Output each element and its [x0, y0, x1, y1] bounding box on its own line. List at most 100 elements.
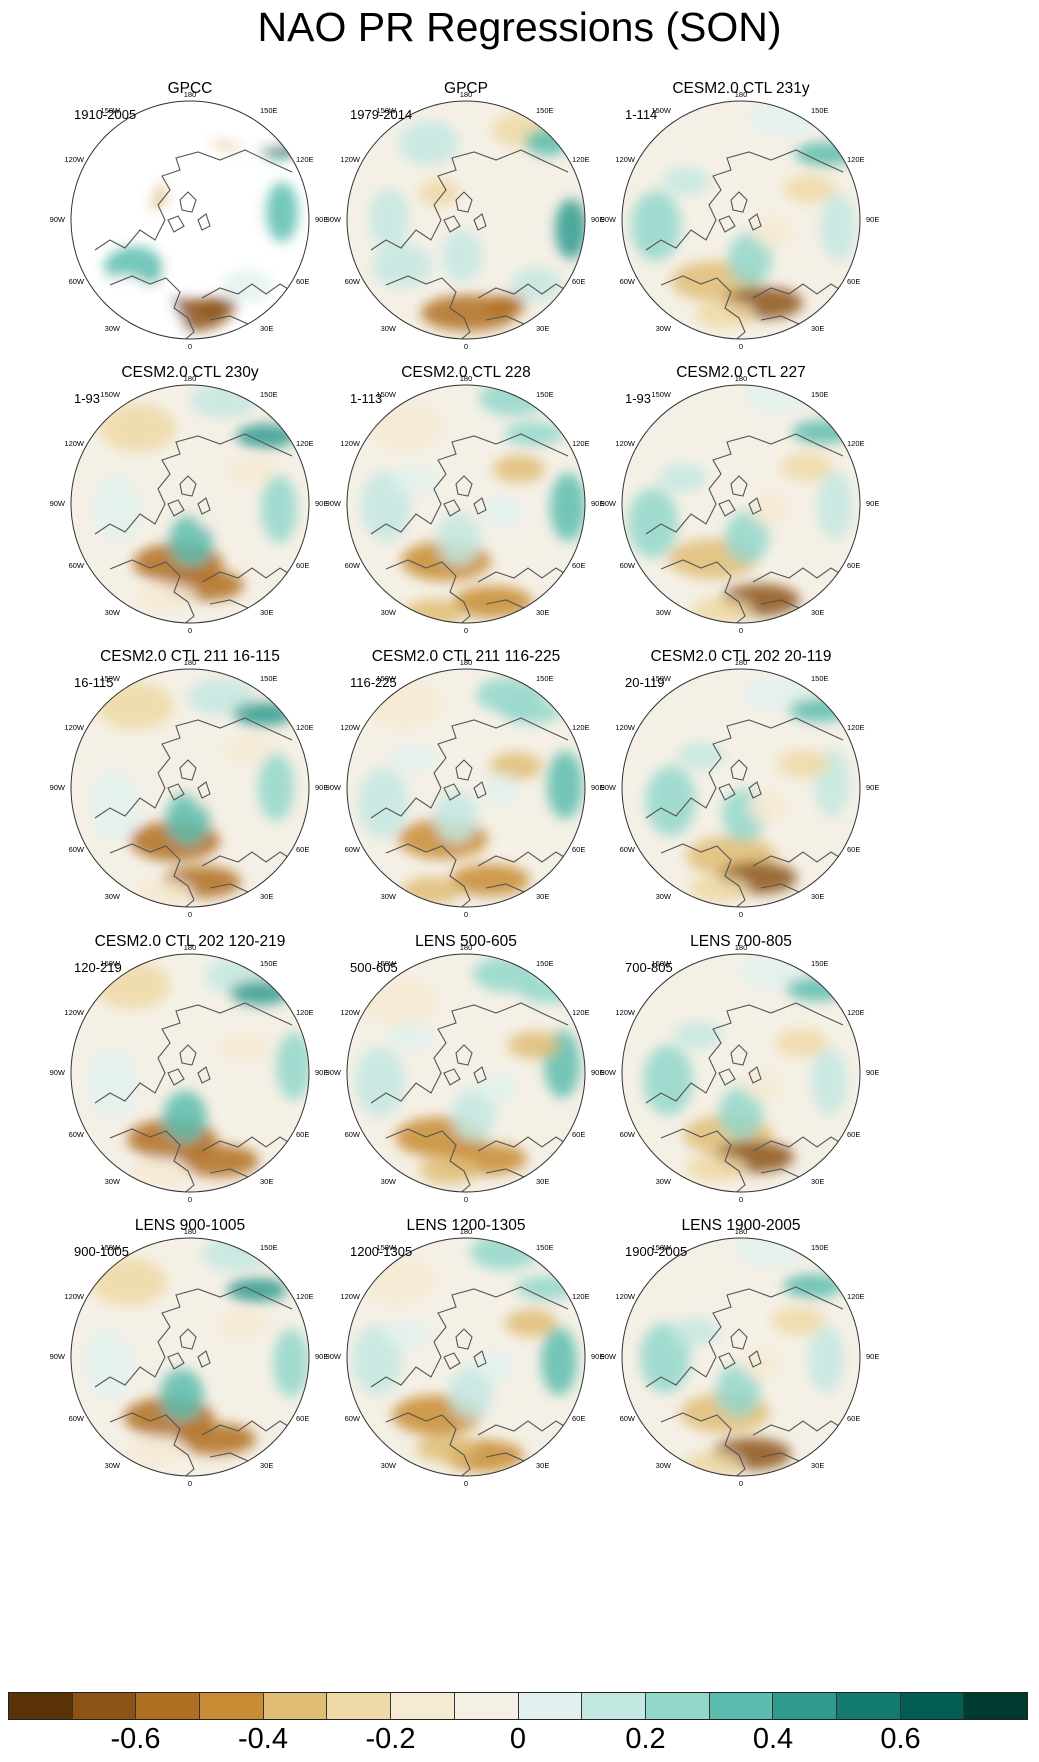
anomaly-blob: [659, 464, 707, 492]
longitude-label: 30W: [655, 1461, 671, 1470]
coastline: [455, 1044, 473, 1066]
longitude-label: 60E: [572, 1414, 586, 1423]
coastline: [385, 1128, 471, 1192]
longitude-label: 180: [183, 1227, 197, 1236]
figure-title: NAO PR Regressions (SON): [257, 4, 782, 50]
longitude-label: 150E: [811, 959, 829, 968]
anomaly-blob: [355, 1047, 405, 1117]
coastline: [443, 499, 461, 517]
coastline: [443, 1352, 461, 1370]
longitude-label: 0: [738, 910, 744, 919]
longitude-label: 90E: [591, 1068, 605, 1077]
longitude-label: 30W: [380, 1461, 396, 1470]
longitude-label: 120E: [572, 1292, 590, 1301]
colorbar-tick-label: -0.6: [110, 1723, 161, 1755]
longitude-label: 150W: [376, 674, 396, 683]
anomaly-blob: [121, 746, 169, 774]
colorbar-segment: [518, 1693, 583, 1719]
panel-period: 120-219: [74, 960, 122, 975]
anomaly-blob: [490, 752, 542, 780]
longitude-label: 60W: [619, 1130, 635, 1139]
longitude-label: 90W: [49, 1068, 65, 1077]
longitude-label: 60W: [68, 561, 84, 570]
map-panel: LENS 700-805 700-805 180 0 150W 150E 120W 120E 9…: [601, 933, 921, 1233]
longitude-label: 60W: [68, 845, 84, 854]
panel-title: CESM2.0 CTL 231y: [672, 80, 810, 97]
longitude-label: 30W: [104, 608, 120, 617]
coastline: [179, 1044, 197, 1066]
longitude-label: 120E: [572, 155, 590, 164]
longitude-label: 60E: [296, 1130, 310, 1139]
longitude-label: 150E: [260, 674, 278, 683]
anomaly-blob: [372, 244, 432, 288]
map-boundary: [70, 384, 310, 624]
longitude-label: 0: [463, 1195, 469, 1204]
anomaly-blob: [100, 404, 176, 452]
coastline: [477, 567, 573, 583]
anomaly-blob: [477, 1072, 517, 1104]
map-panel: CESM2.0 CTL 202 120-219 120-219 180 0 150W 15…: [50, 933, 370, 1233]
coastline: [660, 843, 746, 907]
longitude-label: 30E: [811, 608, 825, 617]
anomaly-blob: [419, 179, 459, 207]
anomaly-blob: [719, 1087, 763, 1139]
coastline: [179, 475, 197, 497]
longitude-label: 30E: [260, 324, 274, 333]
anomaly-blob: [674, 1021, 722, 1049]
longitude-label: 60W: [344, 845, 360, 854]
map-panel: LENS 900-1005 900-1005 180 0 150W 150E 120W 120…: [50, 1217, 370, 1517]
colorbar-segment: [645, 1693, 710, 1719]
longitude-label: 30E: [536, 1461, 550, 1470]
anomaly-blob: [677, 742, 725, 770]
colorbar-tick-label: -0.2: [365, 1723, 416, 1755]
longitude-label: 120W: [340, 155, 360, 164]
longitude-label: 120W: [340, 723, 360, 732]
longitude-label: 180: [183, 374, 197, 383]
polar-map: [621, 384, 861, 624]
anomaly-blob: [369, 188, 409, 248]
coastline: [718, 1068, 736, 1086]
longitude-label: 30E: [260, 892, 274, 901]
longitude-label: 30W: [380, 608, 396, 617]
longitude-label: 150W: [651, 959, 671, 968]
panel-period: 20-119: [625, 675, 665, 690]
colorbar-segment: [964, 1693, 1027, 1719]
coastline: [730, 759, 748, 781]
longitude-label: 120E: [847, 439, 865, 448]
longitude-label: 60E: [296, 277, 310, 286]
longitude-label: 90W: [49, 499, 65, 508]
coastline: [748, 1066, 762, 1084]
coastline: [167, 1068, 185, 1086]
longitude-label: 90E: [591, 499, 605, 508]
coastline: [201, 567, 297, 583]
panel-title: LENS 1200-1305: [406, 1217, 526, 1234]
colorbar-segment: [582, 1693, 646, 1719]
coastline: [197, 213, 211, 231]
coastline: [473, 213, 487, 231]
anomaly-blob: [176, 1423, 256, 1455]
coastline: [730, 1044, 748, 1066]
longitude-label: 60W: [344, 1130, 360, 1139]
longitude-label: 90W: [325, 1068, 341, 1077]
map-panel: GPCC 1910-2005 180 0 150W 150E 120W 120E 90W 90E 6…: [50, 80, 370, 380]
polar-map: [346, 384, 586, 624]
anomaly-blob: [504, 422, 564, 446]
longitude-label: 90E: [315, 1352, 329, 1361]
longitude-label: 30W: [104, 1177, 120, 1186]
coastline: [94, 717, 293, 819]
panel-period: 1979-2014: [350, 107, 413, 122]
panel-period: 16-115: [74, 675, 114, 690]
coastline: [455, 1328, 473, 1350]
longitude-label: 90E: [315, 783, 329, 792]
anomaly-blob: [486, 295, 526, 315]
anomaly-blob: [662, 167, 710, 195]
coastline: [109, 559, 195, 623]
coastline: [197, 781, 211, 799]
map-panel: CESM2.0 CTL 227 1-93 180 0 150W 150E 120W 120E 9…: [601, 364, 921, 664]
anomaly-blob: [781, 453, 833, 481]
longitude-label: 120W: [340, 439, 360, 448]
longitude-label: 30W: [655, 324, 671, 333]
longitude-label: 30W: [104, 1461, 120, 1470]
longitude-label: 120W: [340, 1292, 360, 1301]
anomaly-shading: [84, 1238, 309, 1464]
